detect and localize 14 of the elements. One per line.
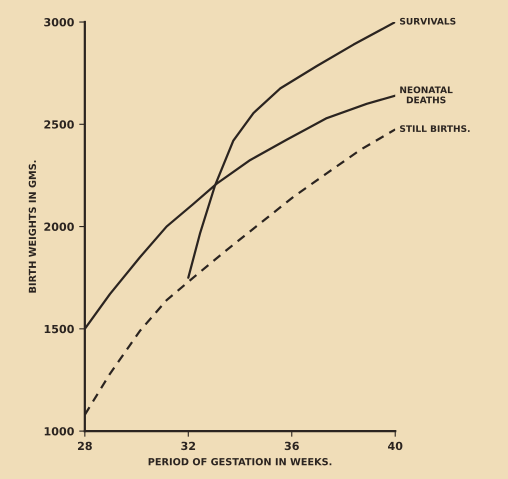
y-tick-label: 1500 <box>44 324 74 334</box>
x-tick-label: 32 <box>181 442 196 450</box>
x-tick-label: 28 <box>78 442 92 450</box>
y-tick-label: 3000 <box>44 18 74 26</box>
series-label: NEONATAL DEATHS <box>400 86 453 104</box>
y-tick-label: 2000 <box>44 222 74 231</box>
x-tick-label: 36 <box>284 442 299 450</box>
series-label: SURVIVALS <box>400 18 456 25</box>
y-tick-label: 1000 <box>44 427 74 436</box>
series-label: STILL BIRTHS. <box>400 125 470 132</box>
x-axis-title: PERIOD OF GESTATION IN WEEKS. <box>148 458 332 466</box>
y-axis-title: BIRTH WEIGHTS IN GMS. <box>28 160 36 293</box>
x-tick-label: 40 <box>388 442 402 450</box>
y-tick-label: 2500 <box>44 120 74 129</box>
